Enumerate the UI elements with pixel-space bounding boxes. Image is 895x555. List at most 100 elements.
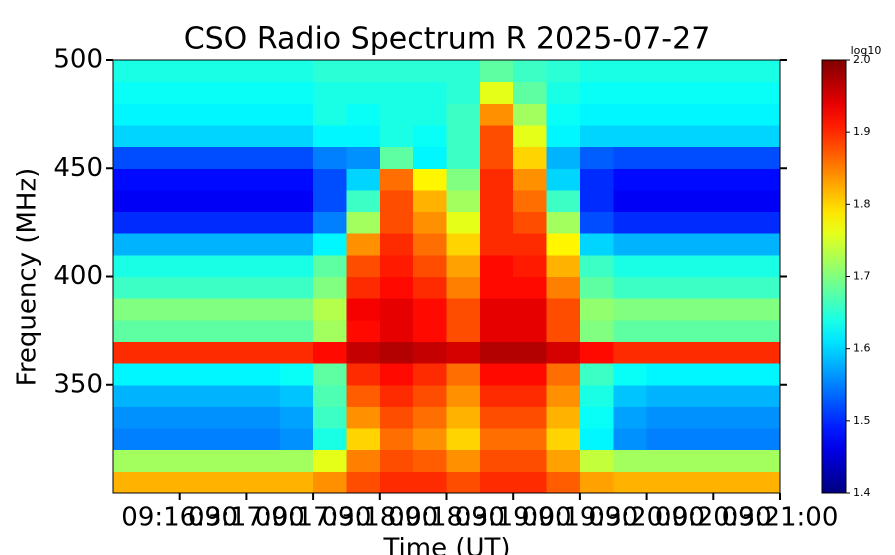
heatmap-cell	[546, 211, 581, 234]
heatmap-cell	[613, 146, 648, 169]
heatmap-cell	[313, 298, 347, 321]
heatmap-cell	[346, 60, 381, 83]
heatmap-cell	[213, 124, 247, 148]
heatmap-cell	[713, 341, 748, 364]
heatmap-cell	[379, 254, 414, 277]
heatmap-cell	[279, 211, 314, 234]
heatmap-cell	[479, 211, 514, 234]
heatmap-cell	[713, 81, 748, 104]
heatmap-cell	[646, 60, 681, 83]
heatmap-cell	[146, 60, 181, 83]
heatmap-cell	[379, 189, 414, 213]
heatmap-cell	[746, 168, 781, 191]
heatmap-cell	[446, 103, 481, 126]
heatmap-cell	[513, 276, 548, 299]
heatmap-cell	[679, 449, 714, 472]
heatmap-cell	[313, 276, 347, 299]
heatmap-cell	[179, 146, 214, 169]
heatmap-cell	[346, 233, 381, 256]
heatmap-cell	[279, 60, 314, 83]
heatmap-cell	[379, 233, 414, 256]
heatmap-cell	[179, 233, 214, 256]
heatmap-cell	[746, 276, 781, 299]
heatmap-cell	[413, 363, 447, 386]
heatmap-cell	[179, 363, 214, 386]
heatmap-cell	[113, 211, 147, 234]
heatmap-cell	[679, 168, 714, 191]
heatmap-cell	[179, 341, 214, 364]
heatmap-cell	[513, 233, 548, 256]
heatmap-cell	[479, 146, 514, 169]
heatmap-cell	[413, 81, 447, 104]
heatmap-cell	[346, 124, 381, 148]
heatmap-cell	[746, 384, 781, 407]
heatmap-cell	[113, 60, 147, 83]
heatmap-cell	[479, 341, 514, 364]
heatmap-cell	[346, 406, 381, 429]
heatmap-cell	[613, 211, 648, 234]
heatmap-cell	[446, 60, 481, 83]
heatmap-cell	[379, 146, 414, 169]
heatmap-cell	[246, 298, 281, 321]
heatmap-cell	[146, 341, 181, 364]
heatmap-cell	[313, 254, 347, 277]
heatmap-cell	[513, 384, 548, 407]
heatmap-cell	[513, 168, 548, 191]
heatmap-cell	[713, 254, 748, 277]
heatmap-cell	[246, 168, 281, 191]
heatmap-cell	[279, 81, 314, 104]
heatmap-cell	[446, 254, 481, 277]
heatmap-cell	[646, 103, 681, 126]
heatmap-cell	[179, 384, 214, 407]
heatmap-cell	[279, 449, 314, 472]
heatmap-cell	[313, 341, 347, 364]
heatmap-cell	[313, 211, 347, 234]
heatmap-cell	[379, 124, 414, 148]
heatmap-cell	[546, 341, 581, 364]
colorbar-tick-label: 1.8	[853, 197, 871, 210]
heatmap-cell	[279, 168, 314, 191]
heatmap-cell	[446, 449, 481, 472]
heatmap-cell	[413, 319, 447, 342]
heatmap-cell	[579, 471, 614, 494]
heatmap-cell	[213, 406, 247, 429]
heatmap-cell	[179, 81, 214, 104]
heatmap-cell	[279, 298, 314, 321]
heatmap-cell	[646, 276, 681, 299]
heatmap-cell	[546, 254, 581, 277]
heatmap-cell	[146, 168, 181, 191]
heatmap-cell	[279, 276, 314, 299]
heatmap-cell	[579, 363, 614, 386]
heatmap-cell	[546, 168, 581, 191]
heatmap-cell	[446, 363, 481, 386]
heatmap-cell	[246, 341, 281, 364]
x-tick-label: 09:17:30	[255, 503, 372, 533]
heatmap-cell	[213, 298, 247, 321]
heatmap-cell	[146, 384, 181, 407]
heatmap-cell	[679, 341, 714, 364]
heatmap-cell	[413, 189, 447, 213]
x-tick-label: 09:20:30	[655, 503, 772, 533]
heatmap-cell	[446, 211, 481, 234]
heatmap-cell	[713, 189, 748, 213]
y-tick-label: 350	[53, 369, 103, 399]
heatmap-cell	[679, 428, 714, 451]
heatmap-cell	[446, 168, 481, 191]
heatmap-cell	[513, 81, 548, 104]
heatmap-cell	[679, 276, 714, 299]
heatmap-cell	[246, 233, 281, 256]
heatmap-cell	[579, 60, 614, 83]
heatmap-cell	[146, 363, 181, 386]
heatmap-cell	[146, 406, 181, 429]
heatmap-cell	[413, 406, 447, 429]
heatmap-cell	[413, 449, 447, 472]
heatmap-cell	[579, 189, 614, 213]
heatmap-cell	[113, 428, 147, 451]
heatmap-cell	[179, 298, 214, 321]
heatmap-cell	[179, 471, 214, 494]
heatmap-cell	[646, 168, 681, 191]
heatmap-cell	[579, 276, 614, 299]
heatmap-cell	[246, 103, 281, 126]
heatmap-cell	[146, 471, 181, 494]
heatmap-cell	[413, 233, 447, 256]
